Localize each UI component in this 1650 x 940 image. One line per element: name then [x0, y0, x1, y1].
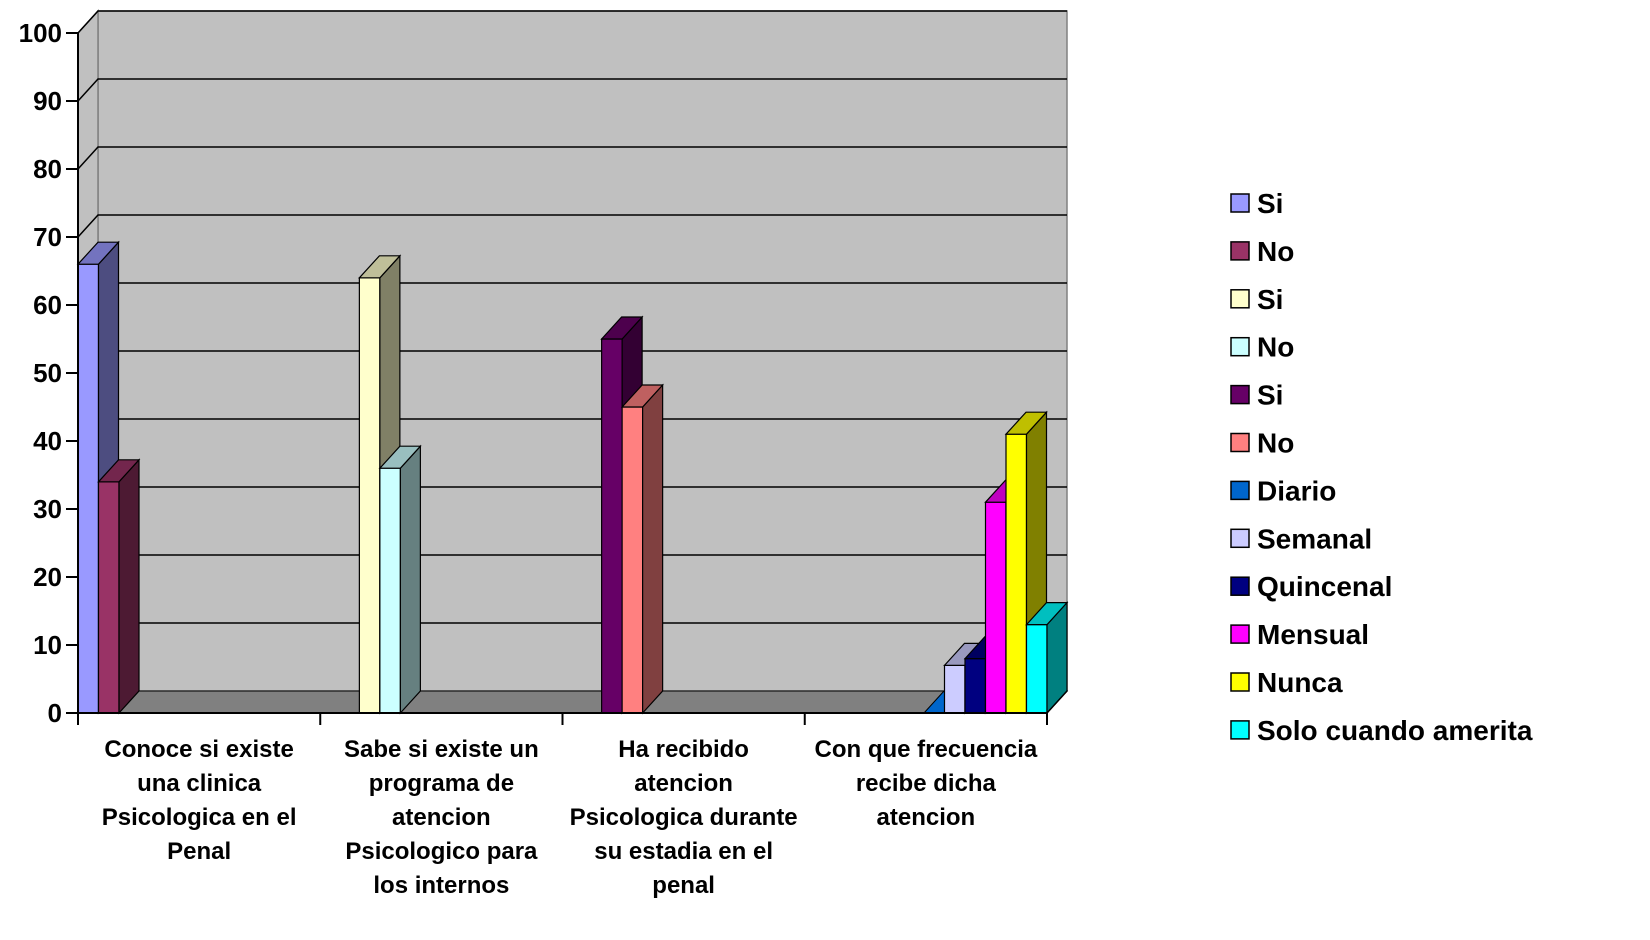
bar	[378, 444, 422, 715]
y-tick-label: 100	[19, 18, 62, 48]
bar	[97, 458, 141, 715]
legend-item: Si	[1230, 380, 1283, 411]
legend-label: Diario	[1257, 475, 1336, 506]
legend-item: No	[1230, 332, 1294, 363]
legend: Si No Si No Si No Diario Semanal Quincenal Mensua…	[1230, 188, 1533, 746]
legend-label: Si	[1257, 188, 1283, 219]
y-tick-label: 80	[33, 154, 62, 184]
legend-swatch	[1230, 576, 1250, 596]
x-category-label: Conoce si existe una clinica Psicologica e…	[102, 736, 297, 865]
floor	[76, 690, 1069, 714]
y-tick-label: 10	[33, 630, 62, 660]
legend-item: No	[1230, 428, 1294, 459]
y-tick-label: 50	[33, 358, 62, 388]
y-tick-label: 20	[33, 562, 62, 592]
bar	[620, 383, 664, 715]
legend-swatch	[1230, 384, 1250, 405]
y-tick-label: 0	[48, 698, 62, 728]
legend-label: Nunca	[1257, 667, 1343, 698]
y-tick-label: 60	[33, 290, 62, 320]
legend-swatch	[1230, 480, 1250, 501]
legend-label: Semanal	[1257, 523, 1372, 554]
gridline	[77, 78, 1067, 102]
x-category-label: Ha recibido atencion Psicologica durante su…	[570, 736, 798, 899]
legend-swatch	[1230, 720, 1250, 740]
y-tick-label: 40	[33, 426, 62, 456]
legend-label: Mensual	[1257, 619, 1369, 650]
gridline	[77, 214, 1067, 238]
bar	[1025, 601, 1069, 715]
legend-swatch	[1230, 672, 1250, 692]
legend-swatch	[1230, 336, 1250, 357]
legend-swatch	[1230, 193, 1250, 213]
legend-item: Si	[1230, 188, 1283, 219]
y-tick-label: 70	[33, 222, 62, 252]
legend-label: No	[1257, 428, 1294, 459]
legend-label: Si	[1257, 284, 1283, 315]
legend-item: Mensual	[1230, 619, 1369, 650]
y-tick-label: 30	[33, 494, 62, 524]
legend-item: Semanal	[1230, 523, 1372, 554]
legend-item: Quincenal	[1230, 571, 1392, 602]
legend-item: Nunca	[1230, 667, 1343, 698]
legend-swatch	[1230, 624, 1250, 644]
legend-swatch	[1230, 241, 1250, 261]
gridline	[77, 146, 1067, 170]
bars	[76, 240, 1069, 715]
legend-item: No	[1230, 236, 1294, 267]
gridline	[77, 10, 1067, 34]
legend-item: Si	[1230, 284, 1283, 315]
legend-label: Quincenal	[1257, 571, 1392, 602]
x-category-label: Con que frecuencia recibe dicha atencion	[815, 736, 1038, 831]
legend-item: Solo cuando amerita	[1230, 715, 1533, 746]
y-tick-label: 90	[33, 86, 62, 116]
legend-label: No	[1257, 332, 1294, 363]
x-category-label: Sabe si existe un programa de atencion Psic…	[344, 736, 539, 899]
legend-label: Solo cuando amerita	[1257, 715, 1533, 746]
legend-label: Si	[1257, 380, 1283, 411]
legend-item: Diario	[1230, 475, 1336, 506]
y-axis: 0 10 20 30 40 50 60 70 80 90 100	[19, 18, 79, 728]
x-axis: Conoce si existe una clinica Psicologica e…	[77, 690, 1068, 899]
legend-swatch	[1230, 432, 1250, 453]
legend-label: No	[1257, 236, 1294, 267]
plot-area	[76, 9, 1069, 715]
legend-swatch	[1230, 289, 1250, 309]
legend-swatch	[1230, 528, 1250, 549]
